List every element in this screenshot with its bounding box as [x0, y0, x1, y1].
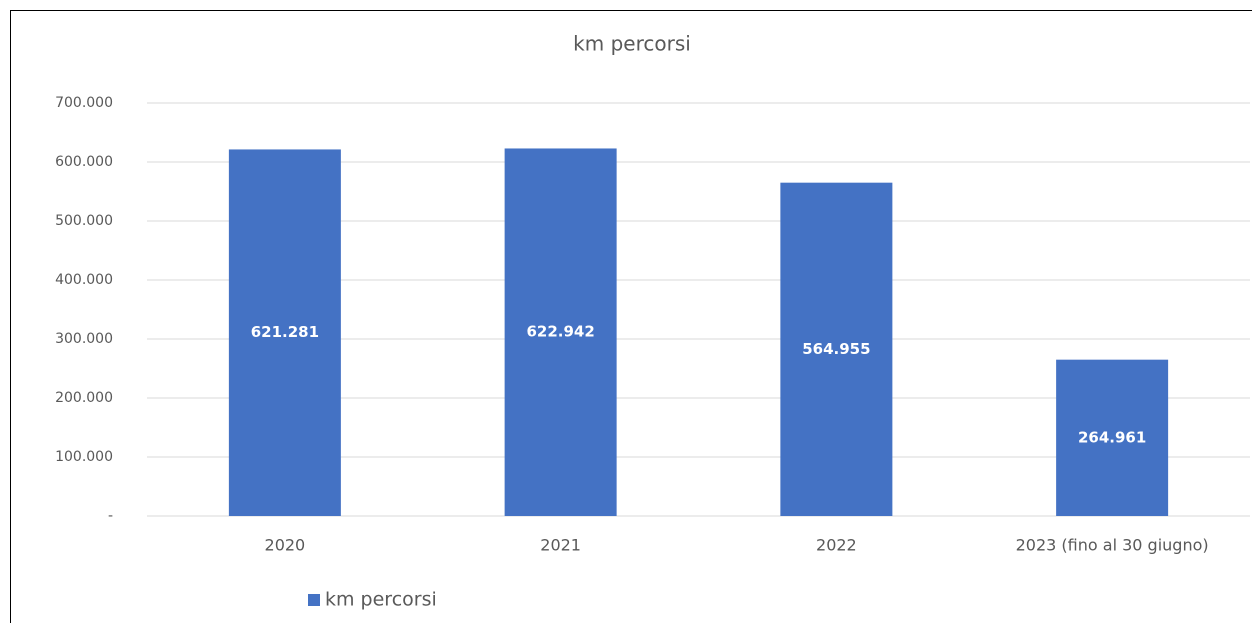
bar	[228, 149, 341, 516]
x-tick-label: 2022	[816, 536, 857, 555]
legend-label: km percorsi	[325, 589, 437, 611]
value-label: 264.961	[1078, 428, 1146, 446]
value-label: 622.942	[526, 323, 594, 341]
bar	[1056, 359, 1169, 516]
x-tick-label: 2021	[540, 536, 581, 555]
chart-frame	[10, 10, 1252, 623]
value-label: 564.955	[802, 340, 870, 358]
y-tick-label: 300.000	[55, 331, 113, 347]
value-label: 621.281	[251, 323, 319, 341]
y-tick-label: 500.000	[55, 213, 113, 229]
y-tick-label: 200.000	[55, 390, 113, 406]
bar	[780, 182, 893, 516]
x-tick-label: 2020	[265, 536, 306, 555]
y-tick-label: 600.000	[55, 154, 113, 170]
y-tick-label: 400.000	[55, 272, 113, 288]
y-tick-label: 100.000	[55, 449, 113, 465]
y-tick-label: -	[108, 508, 113, 524]
x-tick-label: 2023 (fino al 30 giugno)	[1016, 536, 1209, 555]
chart-title: km percorsi	[573, 32, 691, 56]
legend-swatch	[308, 594, 320, 606]
bar	[504, 148, 617, 516]
y-tick-label: 700.000	[55, 95, 113, 111]
